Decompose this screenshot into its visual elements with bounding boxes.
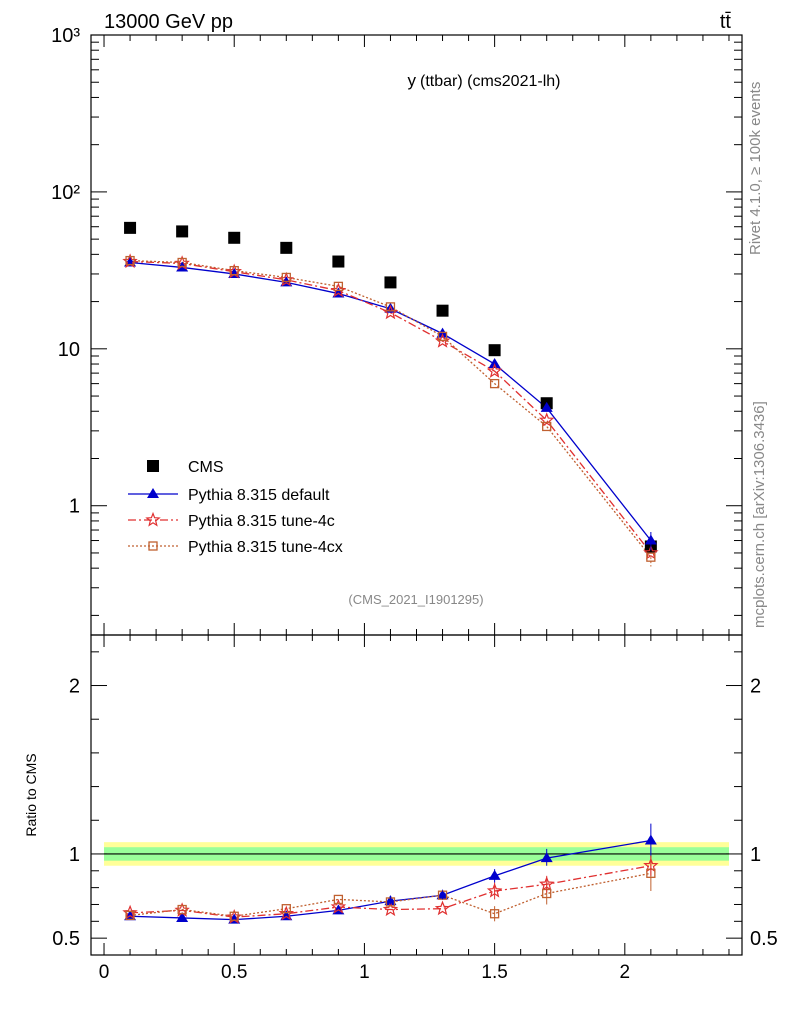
marker-triangle <box>147 488 159 498</box>
y-tick-label: 10² <box>51 182 80 204</box>
y-tick-label: 1 <box>69 844 80 866</box>
marker-open-square <box>125 910 135 921</box>
upper-series-lines <box>129 259 652 558</box>
legend-label: Pythia 8.315 default <box>188 487 330 504</box>
upper-axis-ticks <box>91 34 742 635</box>
legend: CMS Pythia 8.315 default Pythia 8.315 tune… <box>128 459 343 556</box>
ratio-series-line <box>129 872 651 917</box>
lower-series-lines <box>129 839 651 921</box>
y-tick-label-right: 0.5 <box>750 928 778 950</box>
marker-square <box>228 231 241 244</box>
marker-square <box>488 344 501 357</box>
marker-star <box>434 900 451 916</box>
lower-series-markers <box>122 823 659 924</box>
lower-axis-ticks <box>91 635 742 956</box>
x-tick-label: 2 <box>620 962 631 983</box>
x-tick-label: 1 <box>359 962 370 983</box>
marker-open-square <box>333 281 344 292</box>
rivet-label: Rivet 4.1.0, ≥ 100k events <box>747 82 764 255</box>
upper-tick-labels: 1 10 10² 10³ <box>51 25 80 518</box>
ratio-series-line <box>130 839 651 921</box>
marker-square <box>176 225 189 238</box>
y-tick-label: 0.5 <box>52 928 80 950</box>
ratio-series-line <box>130 865 651 918</box>
x-tick-label: 1.5 <box>481 962 507 983</box>
marker-open-square <box>125 255 135 266</box>
marker-square <box>280 241 293 254</box>
marker-open-square <box>229 911 239 921</box>
marker-open-square <box>385 302 396 312</box>
marker-star <box>278 905 295 921</box>
analysis-id-label: (CMS_2021_I1901295) <box>348 592 483 607</box>
ratio-uncertainty-band <box>104 842 729 866</box>
y-tick-label-right: 1 <box>750 844 761 866</box>
marker-star <box>278 271 295 287</box>
y-tick-label: 10³ <box>51 25 80 47</box>
legend-label: Pythia 8.315 tune-4cx <box>188 539 343 556</box>
energy-label: 13000 GeV pp <box>104 11 233 33</box>
marker-square <box>124 221 137 234</box>
marker-open-square <box>542 421 552 432</box>
ratio-panel-frame <box>90 634 743 956</box>
marker-triangle <box>176 911 189 922</box>
marker-star <box>330 898 347 914</box>
legend-label: Pythia 8.315 tune-4c <box>188 513 335 530</box>
marker-open-square <box>281 904 291 914</box>
series-line <box>129 261 652 541</box>
marker-open-square <box>281 272 291 283</box>
marker-open-square <box>437 331 448 342</box>
marker-star <box>330 282 347 298</box>
x-tick-label: 0.5 <box>221 962 247 983</box>
y-tick-label: 2 <box>69 676 80 698</box>
marker-star <box>643 544 659 560</box>
plot-title-variable: y <box>408 71 417 90</box>
marker-open-square <box>177 904 187 915</box>
process-label: tt̄ <box>720 11 732 33</box>
y-tick-label: 10 <box>58 339 80 361</box>
marker-star <box>145 511 161 527</box>
marker-square <box>436 304 449 317</box>
source-label: mcplots.cern.ch [arXiv:1306.3436] <box>751 401 768 628</box>
ratio-axis-label: Ratio to CMS <box>23 753 39 836</box>
marker-triangle <box>540 401 553 412</box>
marker-star <box>538 412 555 427</box>
marker-star <box>486 363 503 378</box>
marker-square <box>332 255 345 268</box>
marker-open-square <box>229 265 239 276</box>
marker-open-square <box>333 894 344 905</box>
upper-series-markers <box>122 221 659 567</box>
series-line <box>130 260 652 554</box>
marker-star <box>382 901 399 917</box>
lower-tick-labels: 0 0.5 1 1.5 2 0.5 0.5 1 1 2 2 <box>52 676 778 983</box>
marker-open-square <box>489 378 500 389</box>
legend-label: CMS <box>188 459 224 476</box>
marker-open-square <box>177 257 187 268</box>
marker-open-square <box>148 541 158 551</box>
y-tick-label: 1 <box>69 496 80 518</box>
marker-square <box>384 276 397 289</box>
x-tick-label: 0 <box>99 962 110 983</box>
plot-title: (ttbar) (cms2021-lh) <box>420 73 560 90</box>
marker-triangle <box>488 358 501 369</box>
y-tick-label-right: 2 <box>750 676 761 698</box>
marker-square <box>147 460 159 472</box>
